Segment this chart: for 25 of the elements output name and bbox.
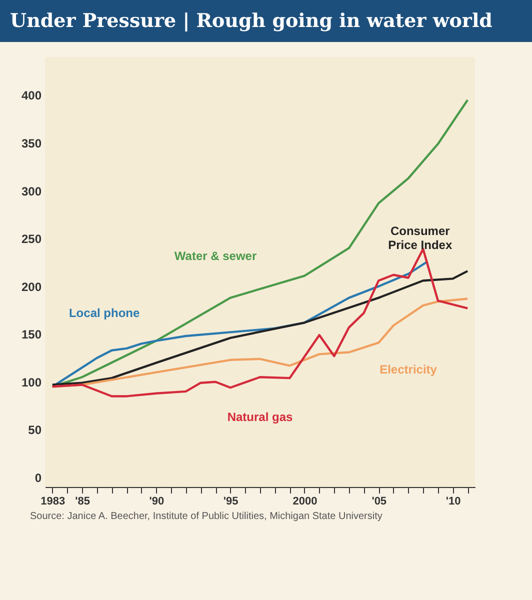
x-tick-label: '95 — [223, 496, 238, 508]
series-label: Electricity — [380, 362, 438, 376]
x-tick-label: '85 — [75, 496, 90, 508]
x-tick-label: '10 — [446, 496, 461, 508]
y-tick-label: 350 — [21, 136, 42, 150]
y-tick-label: 0 — [34, 470, 42, 485]
y-tick-label: 100 — [21, 375, 42, 390]
y-tick-label: 50 — [28, 423, 42, 438]
x-tick-label: '05 — [372, 496, 387, 508]
text: Water & sewer — [174, 248, 257, 263]
y-tick-label: 150 — [21, 328, 42, 342]
line-series — [51, 248, 469, 398]
y-tick-label: 400 — [21, 88, 42, 103]
text: Consumer Price Index — [388, 224, 452, 252]
x-tick-label: '90 — [149, 496, 164, 508]
y-tick-label: 300 — [21, 184, 42, 198]
series-label: Local phone — [68, 306, 140, 320]
chart-title: Under Pressure | Rough going in water world — [0, 0, 532, 42]
line-series — [51, 270, 469, 386]
source-note: Source: Janice A. Beecher, Institute of Public Utilities, Michigan State University — [30, 511, 384, 522]
y-tick-label: 200 — [21, 280, 42, 294]
x-tick-label: 2000 — [292, 496, 318, 508]
series-label: Natural gas — [227, 410, 293, 424]
x-tick-label: 1983 — [40, 496, 66, 508]
y-tick-label: 250 — [21, 232, 42, 246]
